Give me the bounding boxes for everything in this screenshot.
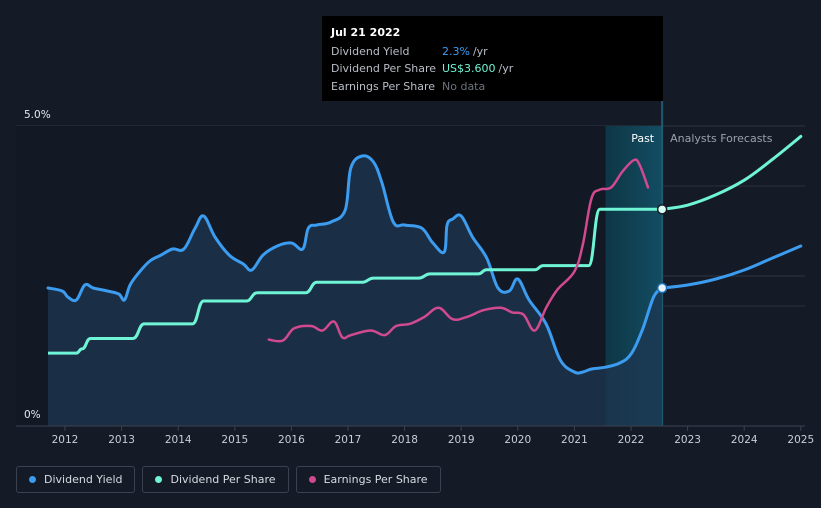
tooltip-value: US$3.600 <box>442 62 496 75</box>
x-tick-label: 2020 <box>504 434 531 446</box>
legend-dot-icon <box>29 476 36 483</box>
legend-label: Dividend Yield <box>44 473 123 486</box>
x-tick-label: 2023 <box>674 434 701 446</box>
earnings-per-share-line <box>267 158 650 343</box>
y-axis-labels: 5.0% 0% <box>24 109 51 421</box>
past-region-label: Past <box>631 132 655 145</box>
x-tick-label: 2017 <box>335 434 362 446</box>
x-tick-label: 2015 <box>221 434 248 446</box>
legend-label: Earnings Per Share <box>323 473 428 486</box>
tooltip-row-yield: Dividend Yield 2.3% /yr <box>331 43 654 61</box>
legend-dividend-per-share[interactable]: Dividend Per Share <box>142 466 289 493</box>
tooltip-label: Dividend Yield <box>331 44 410 58</box>
x-tick-label: 2016 <box>278 434 305 446</box>
legend-dot-icon <box>155 476 163 483</box>
tooltip-unit: /yr <box>498 62 514 75</box>
x-tick-label: 2012 <box>52 434 79 446</box>
tooltip-label: Earnings Per Share <box>331 79 436 93</box>
hover-tooltip: Jul 21 2022 Dividend Yield 2.3% /yr Divi… <box>322 16 663 101</box>
x-tick-label: 2025 <box>787 434 814 446</box>
tooltip-value: 2.3% <box>442 44 470 58</box>
yield-area-fill <box>48 155 663 426</box>
series-lines <box>46 134 803 375</box>
yield-area <box>48 155 663 426</box>
tooltip-date: Jul 21 2022 <box>331 26 401 39</box>
yield-highlight-marker <box>656 282 668 294</box>
y-tick-label: 5.0% <box>24 109 51 121</box>
x-tick-label: 2021 <box>561 434 588 446</box>
dividend-yield-line <box>46 154 664 375</box>
x-tick-label: 2019 <box>448 434 475 446</box>
dividend-per-share-line <box>48 207 663 355</box>
tooltip-row-eps: Earnings Per Share No data <box>331 78 654 96</box>
highlight-markers <box>656 204 668 294</box>
tooltip-label: Dividend Per Share <box>331 62 437 75</box>
chart-legend: Dividend Yield Dividend Per Share Earnin… <box>16 466 441 494</box>
legend-dividend-yield[interactable]: Dividend Yield <box>16 466 136 493</box>
x-tick-label: 2018 <box>391 434 418 446</box>
x-tick-label: 2024 <box>731 434 758 446</box>
tooltip-unit: /yr <box>472 44 488 58</box>
y-tick-label: 0% <box>24 409 41 421</box>
tooltip-value: No data <box>442 79 486 93</box>
x-tick-label: 2014 <box>165 434 192 446</box>
x-tick-label: 2013 <box>108 434 135 446</box>
legend-dot-icon <box>308 476 316 483</box>
tooltip-row-dps: Dividend Per Share US$3.600 /yr <box>331 60 654 78</box>
x-axis: 2012 2013 2014 2015 2016 2017 2018 2019 2020 2021… <box>16 425 814 446</box>
forecast-region-label: Analysts Forecasts <box>670 132 773 145</box>
legend-label: Dividend Per Share <box>170 473 276 486</box>
dps-highlight-marker <box>656 204 668 215</box>
dividend-per-share-forecast-line <box>660 134 803 211</box>
legend-earnings-per-share[interactable]: Earnings Per Share <box>295 466 441 493</box>
x-tick-label: 2022 <box>618 434 645 446</box>
dividend-yield-forecast-line <box>660 244 803 290</box>
